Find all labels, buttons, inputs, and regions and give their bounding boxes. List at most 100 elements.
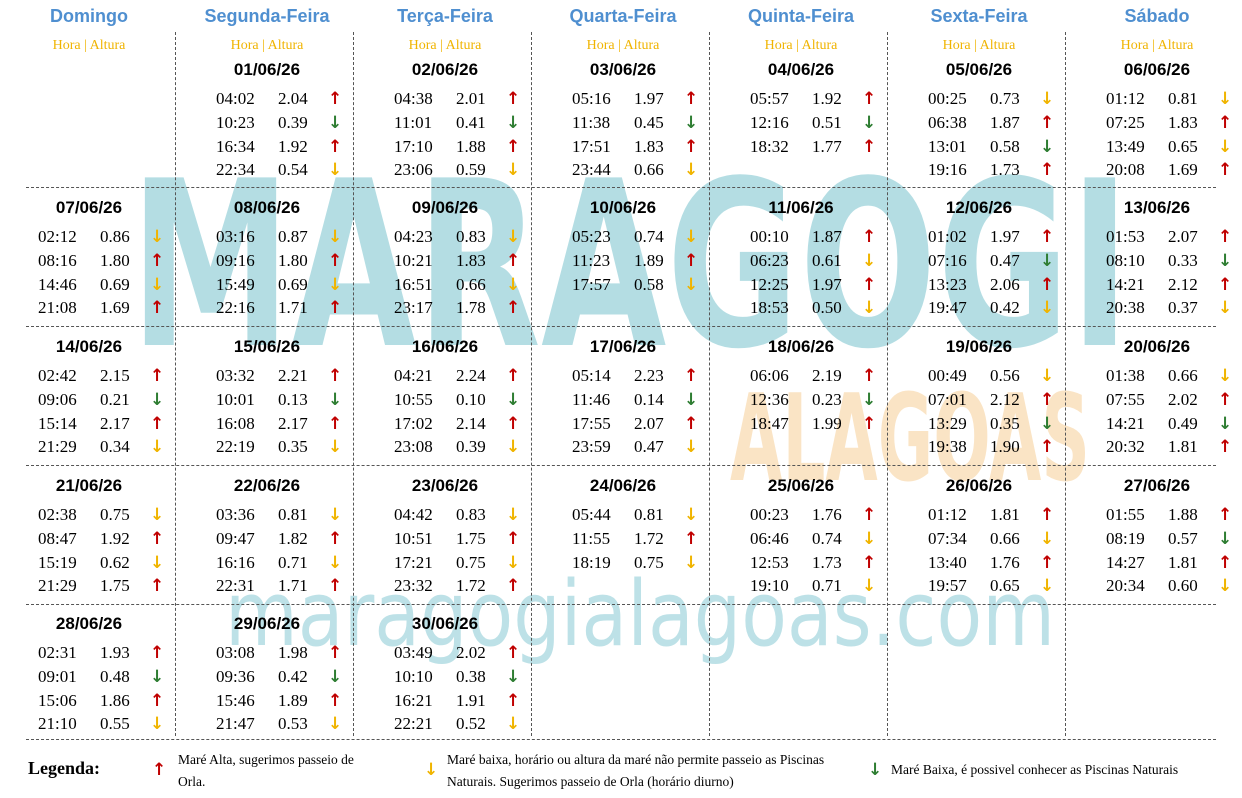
day-date: 11/06/26 bbox=[768, 198, 834, 217]
arrow-down-icon: ↓ bbox=[506, 112, 521, 133]
tide-time: 03:32 bbox=[216, 366, 255, 385]
tide-height: 0.38 bbox=[456, 666, 486, 686]
tide-height: 2.17 bbox=[100, 413, 130, 433]
tide-row: 11:46 0.14 ↓ bbox=[534, 390, 712, 414]
arrow-up-icon: ↑ bbox=[150, 250, 165, 271]
tide-row: 09:36 0.42 ↓ bbox=[178, 667, 356, 691]
legend-title: Legenda: bbox=[28, 758, 100, 778]
tide-time: 00:23 bbox=[750, 505, 789, 524]
row-divider bbox=[26, 465, 1216, 466]
tide-row: 16:16 0.71 ↓ bbox=[178, 553, 356, 577]
day-date: 29/06/26 bbox=[233, 614, 301, 633]
arrow-down-icon: ↓ bbox=[328, 227, 343, 247]
tide-time: 22:19 bbox=[216, 437, 255, 457]
arrow-down-icon: ↓ bbox=[862, 576, 877, 597]
tide-time: 10:51 bbox=[394, 528, 433, 548]
arrow-down-icon: ↓ bbox=[506, 160, 521, 181]
tide-height: 2.17 bbox=[278, 413, 308, 433]
tide-time: 16:16 bbox=[216, 552, 255, 572]
tide-row: 07:55 2.02 ↑ bbox=[1068, 390, 1242, 414]
tide-height: 0.45 bbox=[634, 112, 664, 132]
tide-time: 01:38 bbox=[1106, 366, 1145, 385]
arrow-up-icon: ↑ bbox=[684, 89, 699, 109]
tide-height: 0.23 bbox=[812, 389, 842, 409]
arrow-up-icon: ↑ bbox=[1040, 160, 1055, 181]
tide-height: 2.24 bbox=[456, 366, 486, 385]
arrow-down-icon: ↓ bbox=[862, 112, 877, 133]
tide-row: 10:55 0.10 ↓ bbox=[356, 390, 534, 414]
tide-time: 03:16 bbox=[216, 227, 255, 246]
day-cell: 29/06/26 03:08 1.98 ↑ 09:36 0.42 ↓ 15:46 1.89 ↑ 21… bbox=[178, 612, 356, 750]
day-cell: 26/06/26 01:12 1.81 ↑ 07:34 0.66 ↓ 13:40 1.76 ↑ 19… bbox=[890, 474, 1068, 612]
tide-time: 06:23 bbox=[750, 250, 789, 270]
tide-height: 1.92 bbox=[812, 89, 842, 108]
column-subheader: Hora | Altura bbox=[52, 38, 126, 53]
tide-row: 04:42 0.83 ↓ bbox=[356, 505, 534, 529]
day-date: 15/06/26 bbox=[233, 337, 301, 356]
tide-time: 11:38 bbox=[572, 112, 611, 132]
arrow-down-icon: ↓ bbox=[506, 714, 521, 735]
tide-height: 0.42 bbox=[990, 298, 1020, 318]
arrow-up-icon: ↑ bbox=[506, 528, 521, 549]
tide-height: 0.39 bbox=[278, 112, 308, 132]
tide-row: 11:55 1.72 ↑ bbox=[534, 529, 712, 553]
tide-row: 08:10 0.33 ↓ bbox=[1068, 251, 1242, 275]
tide-height: 0.33 bbox=[1168, 250, 1198, 270]
tide-height: 0.81 bbox=[1168, 89, 1198, 108]
tide-row: 14:46 0.69 ↓ bbox=[0, 275, 178, 299]
tide-row: 02:12 0.86 ↓ bbox=[0, 227, 178, 251]
day-date: 19/06/26 bbox=[945, 337, 1013, 356]
arrow-down-icon: ↓ bbox=[684, 437, 699, 458]
tide-row: 22:34 0.54 ↓ bbox=[178, 160, 356, 184]
tide-row: 18:53 0.50 ↓ bbox=[712, 298, 890, 322]
day-header: Quarta-Feira bbox=[569, 6, 677, 26]
tide-height: 1.92 bbox=[278, 136, 308, 156]
arrow-up-icon: ↑ bbox=[1040, 274, 1055, 295]
tide-row: 19:47 0.42 ↓ bbox=[890, 298, 1068, 322]
arrow-down-icon: ↓ bbox=[1040, 366, 1055, 386]
tide-height: 0.48 bbox=[100, 666, 130, 686]
tide-height: 1.99 bbox=[812, 413, 842, 433]
tide-time: 21:08 bbox=[38, 298, 77, 318]
day-date: 05/06/26 bbox=[945, 60, 1013, 79]
tide-height: 1.80 bbox=[100, 250, 130, 270]
tide-time: 15:19 bbox=[38, 552, 77, 572]
tide-height: 0.86 bbox=[100, 227, 130, 246]
arrow-up-icon: ↑ bbox=[506, 413, 521, 434]
arrow-down-icon: ↓ bbox=[506, 227, 521, 247]
arrow-up-icon: ↑ bbox=[1218, 274, 1233, 295]
tide-height: 0.71 bbox=[278, 552, 308, 572]
tide-height: 2.01 bbox=[456, 89, 486, 108]
row-divider bbox=[26, 604, 1216, 605]
tide-time: 04:23 bbox=[394, 227, 433, 246]
tide-row: 10:21 1.83 ↑ bbox=[356, 251, 534, 275]
tide-height: 0.13 bbox=[278, 389, 308, 409]
arrow-down-icon: ↓ bbox=[1040, 298, 1055, 319]
day-cell: 03/06/26 05:16 1.97 ↑ 11:38 0.45 ↓ 17:51 1.83 ↑ 23… bbox=[534, 58, 712, 196]
tide-time: 17:10 bbox=[394, 136, 433, 156]
arrow-up-icon: ↑ bbox=[506, 250, 521, 271]
tide-row: 03:16 0.87 ↓ bbox=[178, 227, 356, 251]
arrow-up-icon: ↑ bbox=[1040, 437, 1055, 458]
tide-time: 14:21 bbox=[1106, 413, 1145, 433]
tide-height: 1.81 bbox=[990, 505, 1020, 524]
tide-row: 02:38 0.75 ↓ bbox=[0, 505, 178, 529]
tide-height: 0.75 bbox=[100, 505, 130, 524]
tide-row: 05:16 1.97 ↑ bbox=[534, 89, 712, 113]
tide-height: 1.98 bbox=[278, 643, 308, 662]
tide-height: 0.73 bbox=[990, 89, 1020, 108]
day-header: Sexta-Feira bbox=[930, 6, 1028, 26]
arrow-up-icon: ↑ bbox=[506, 298, 521, 319]
tide-height: 2.21 bbox=[278, 366, 308, 385]
tide-time: 01:55 bbox=[1106, 505, 1145, 524]
tide-time: 11:23 bbox=[572, 250, 611, 270]
arrow-down-icon: ↓ bbox=[1218, 136, 1233, 157]
arrow-down-icon: ↓ bbox=[1040, 528, 1055, 549]
tide-row: 10:01 0.13 ↓ bbox=[178, 390, 356, 414]
tide-time: 20:34 bbox=[1106, 576, 1145, 596]
day-header: Sábado bbox=[1124, 6, 1190, 26]
row-divider bbox=[26, 187, 1216, 188]
tide-time: 18:19 bbox=[572, 552, 611, 572]
day-cell: 13/06/26 01:53 2.07 ↑ 08:10 0.33 ↓ 14:21 2.12 ↑ 20… bbox=[1068, 196, 1242, 334]
